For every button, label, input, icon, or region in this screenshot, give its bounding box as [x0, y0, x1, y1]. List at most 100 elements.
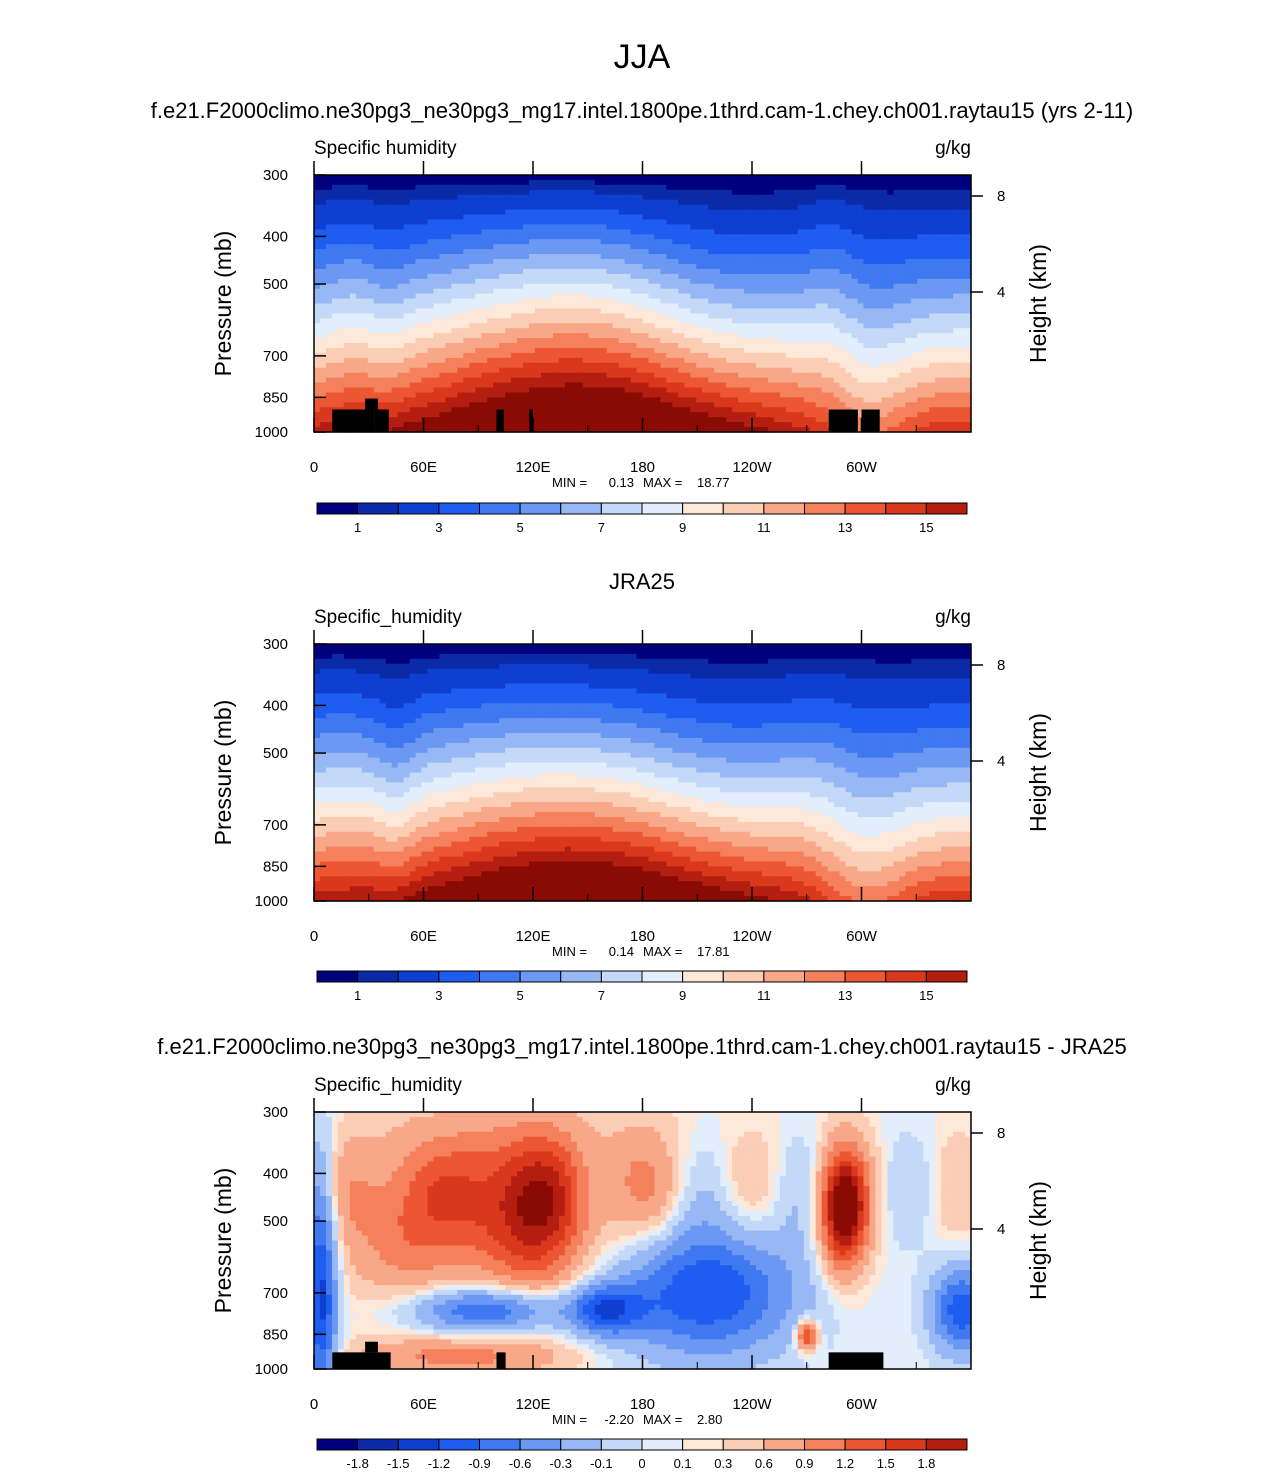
colorbar-label: 5 [517, 520, 524, 535]
colorbar-box [805, 1439, 846, 1450]
xtick-label: 180 [630, 1396, 655, 1413]
colorbar-box [683, 971, 724, 982]
colorbar-box [886, 1439, 927, 1450]
ytick-label: 300 [263, 636, 288, 653]
colorbar-box [561, 1439, 602, 1450]
colorbar-box [480, 1439, 521, 1450]
colorbar-label: 0.9 [795, 1456, 813, 1471]
colorbar-label: 13 [838, 988, 852, 1003]
colorbar-box [358, 503, 399, 514]
xtick-label: 120E [515, 459, 550, 476]
colorbar-box [845, 971, 886, 982]
colorbar-box [480, 971, 521, 982]
panel-left-label: Specific humidity [314, 138, 457, 159]
ytick-label: 400 [263, 697, 288, 714]
y2tick-label: 8 [997, 1125, 1005, 1142]
xtick-label: 60W [846, 928, 878, 945]
y-axis-title: Pressure (mb) [210, 1168, 236, 1314]
ytick-label: 1000 [255, 893, 288, 910]
xtick-label: 120W [732, 928, 772, 945]
colorbar-label: 13 [838, 520, 852, 535]
colorbar-label: 3 [435, 988, 442, 1003]
colorbar-label: 11 [757, 520, 771, 535]
colorbar-box [805, 503, 846, 514]
ytick-label: 1000 [255, 1361, 288, 1378]
panel-right-label: g/kg [935, 138, 971, 159]
colorbar-label: 3 [435, 520, 442, 535]
colorbar-label: -1.8 [346, 1456, 368, 1471]
colorbar-box [723, 1439, 764, 1450]
ytick-label: 850 [263, 1326, 288, 1343]
colorbar-box [764, 503, 805, 514]
colorbar-box [642, 971, 683, 982]
colorbar-box [683, 1439, 724, 1450]
y2tick-label: 8 [997, 188, 1005, 205]
colorbar-box [520, 971, 561, 982]
stats-max-label: MAX = [643, 944, 682, 959]
xtick-label: 0 [310, 1396, 318, 1413]
ytick-label: 400 [263, 228, 288, 245]
y-axis-title: Pressure (mb) [210, 231, 236, 377]
field-3 [314, 1112, 972, 1370]
colorbar-label: 11 [757, 988, 771, 1003]
ytick-label: 700 [263, 1285, 288, 1302]
colorbar-box [926, 1439, 967, 1450]
colorbar-label: 1 [354, 988, 361, 1003]
colorbar-label: 1 [354, 520, 361, 535]
colorbar-label: 1.5 [877, 1456, 895, 1471]
colorbar-label: -0.3 [550, 1456, 572, 1471]
y2tick-label: 4 [997, 284, 1005, 301]
stats-max-value: 17.81 [697, 944, 730, 959]
colorbar-box [439, 971, 480, 982]
colorbar-label: 9 [679, 988, 686, 1003]
xtick-label: 60E [410, 1396, 437, 1413]
panel-right-label: g/kg [935, 607, 971, 628]
colorbar-box [845, 1439, 886, 1450]
panel3-title: f.e21.F2000climo.ne30pg3_ne30pg3_mg17.in… [157, 1034, 1126, 1059]
y2-axis-title: Height (km) [1025, 244, 1051, 363]
colorbar-label: 0.6 [755, 1456, 773, 1471]
stats-max-value: 2.80 [697, 1412, 722, 1427]
colorbar-label: -1.5 [387, 1456, 409, 1471]
y2-axis-title: Height (km) [1025, 713, 1051, 832]
y2tick-label: 4 [997, 1221, 1005, 1238]
colorbar-box [642, 1439, 683, 1450]
stats-max-value: 18.77 [697, 475, 730, 490]
colorbar-box [601, 503, 642, 514]
panel1-title: f.e21.F2000climo.ne30pg3_ne30pg3_mg17.in… [151, 98, 1134, 123]
panel2-title: JRA25 [609, 569, 675, 594]
xtick-label: 60W [846, 459, 878, 476]
ytick-label: 300 [263, 167, 288, 184]
ytick-label: 500 [263, 745, 288, 762]
xtick-label: 120W [732, 459, 772, 476]
colorbar-box [886, 971, 927, 982]
colorbar-box [480, 503, 521, 514]
xtick-label: 120E [515, 928, 550, 945]
colorbar-box [723, 971, 764, 982]
stats-min-value: 0.13 [609, 475, 634, 490]
field-2 [314, 644, 972, 902]
colorbar-label: -0.6 [509, 1456, 531, 1471]
ytick-label: 700 [263, 817, 288, 834]
colorbar-box [317, 1439, 358, 1450]
xtick-label: 60W [846, 1396, 878, 1413]
colorbar-box [723, 503, 764, 514]
colorbar-label: 7 [598, 520, 605, 535]
colorbar-box [398, 971, 439, 982]
panel-left-label: Specific_humidity [314, 1075, 462, 1096]
colorbar-box [886, 503, 927, 514]
colorbar-label: 5 [517, 988, 524, 1003]
colorbar-box [520, 503, 561, 514]
xtick-label: 180 [630, 459, 655, 476]
xtick-label: 0 [310, 459, 318, 476]
colorbar-label: 0.3 [714, 1456, 732, 1471]
colorbar-box [683, 503, 724, 514]
ytick-label: 700 [263, 348, 288, 365]
colorbar-box [561, 503, 602, 514]
colorbar-box [926, 503, 967, 514]
stats-max-label: MAX = [643, 1412, 682, 1427]
